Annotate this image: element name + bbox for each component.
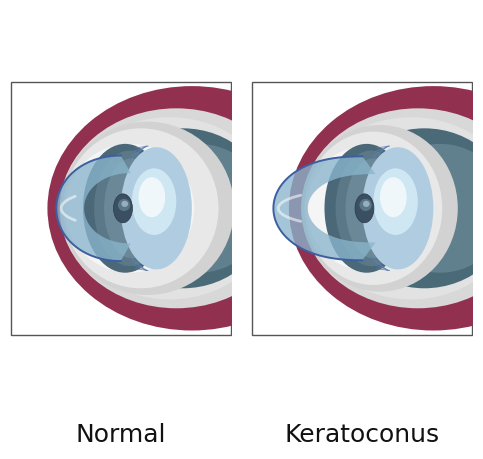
- Ellipse shape: [306, 118, 483, 300]
- FancyBboxPatch shape: [11, 83, 231, 335]
- Ellipse shape: [363, 202, 369, 207]
- Ellipse shape: [132, 169, 176, 235]
- Text: Keratoconus: Keratoconus: [284, 422, 440, 446]
- Ellipse shape: [121, 148, 192, 270]
- Ellipse shape: [359, 199, 372, 212]
- Ellipse shape: [139, 178, 165, 218]
- Ellipse shape: [373, 169, 418, 235]
- Ellipse shape: [307, 148, 418, 270]
- Ellipse shape: [373, 145, 483, 273]
- Ellipse shape: [362, 148, 433, 270]
- Ellipse shape: [132, 145, 265, 273]
- Ellipse shape: [338, 129, 483, 289]
- Ellipse shape: [325, 145, 409, 273]
- Polygon shape: [57, 156, 131, 262]
- Ellipse shape: [302, 126, 458, 292]
- Ellipse shape: [83, 145, 168, 273]
- Ellipse shape: [114, 195, 132, 223]
- Ellipse shape: [47, 87, 336, 331]
- Ellipse shape: [346, 159, 401, 259]
- Ellipse shape: [96, 129, 270, 289]
- Ellipse shape: [94, 151, 165, 267]
- Ellipse shape: [110, 120, 310, 297]
- Ellipse shape: [380, 178, 407, 218]
- Ellipse shape: [64, 118, 275, 300]
- Text: Normal: Normal: [75, 422, 166, 446]
- Ellipse shape: [104, 159, 160, 259]
- Polygon shape: [273, 157, 376, 261]
- Ellipse shape: [63, 129, 218, 289]
- Ellipse shape: [301, 109, 483, 308]
- Ellipse shape: [336, 151, 407, 267]
- Ellipse shape: [65, 145, 194, 273]
- Ellipse shape: [289, 87, 483, 331]
- FancyBboxPatch shape: [252, 83, 472, 335]
- Ellipse shape: [118, 199, 130, 212]
- Ellipse shape: [121, 202, 128, 207]
- Ellipse shape: [60, 109, 293, 308]
- Ellipse shape: [304, 132, 442, 285]
- Ellipse shape: [355, 195, 374, 223]
- Ellipse shape: [351, 120, 483, 297]
- Ellipse shape: [61, 123, 234, 295]
